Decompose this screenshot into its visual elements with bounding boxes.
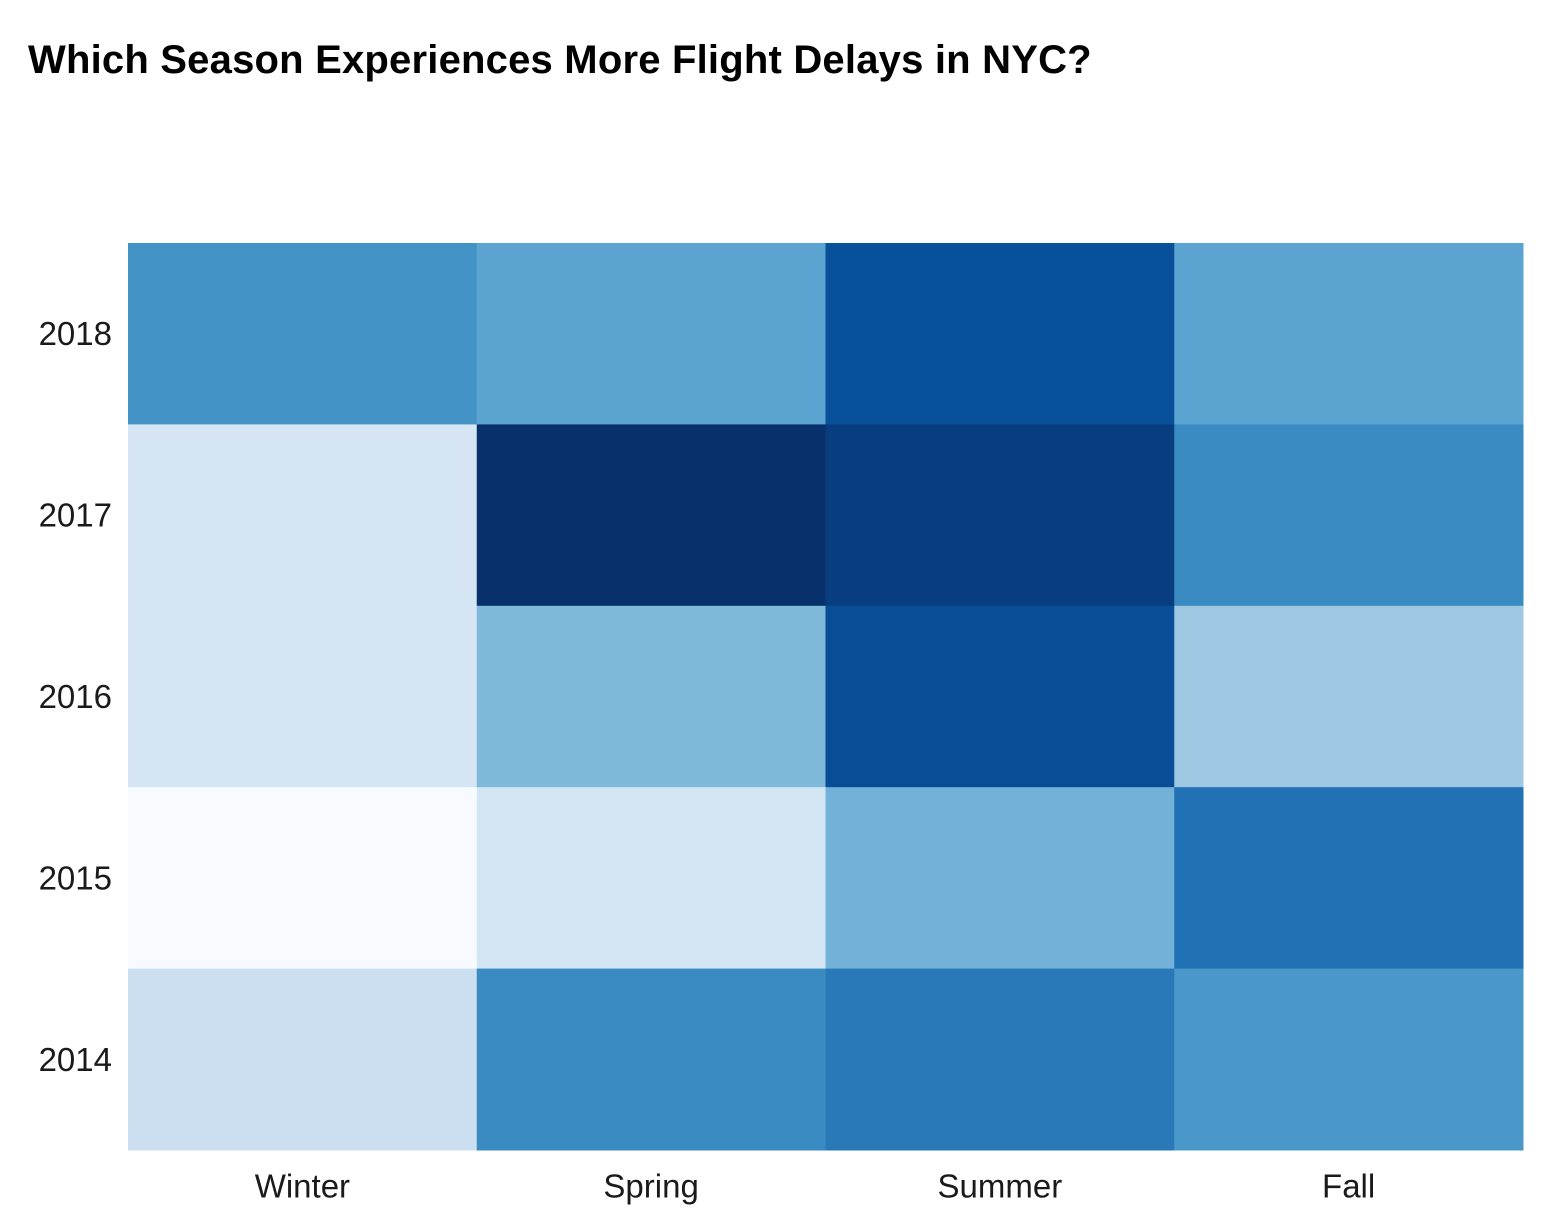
heatmap-cell-2016-summer: [825, 605, 1175, 788]
chart-title: Which Season Experiences More Flight Del…: [28, 38, 1092, 82]
heatmap-cell-2014-summer: [825, 968, 1175, 1151]
heatmap-cell-2017-summer: [825, 424, 1175, 607]
heatmap-cell-2015-fall: [1174, 787, 1524, 970]
heatmap-cell-2015-summer: [825, 787, 1175, 970]
x-tick-label-spring: Spring: [603, 1168, 698, 1205]
heatmap-cell-2018-spring: [476, 243, 826, 425]
heatmap-cell-2017-winter: [128, 424, 478, 607]
heatmap-cell-2014-spring: [476, 968, 826, 1151]
y-tick-label-2018: 2018: [39, 315, 112, 352]
y-tick-label-2016: 2016: [39, 678, 112, 715]
y-tick-label-2017: 2017: [39, 497, 112, 534]
heatmap-cell-2015-winter: [128, 787, 478, 970]
heatmap-cell-2014-fall: [1174, 968, 1524, 1151]
heatmap-cell-2016-winter: [128, 605, 478, 788]
y-axis-tick-labels: 2018 2017 2016 2015 2014: [39, 315, 112, 1078]
heatmap-cell-2016-fall: [1174, 605, 1524, 788]
x-tick-label-summer: Summer: [938, 1168, 1063, 1205]
heatmap-cell-2018-winter: [128, 243, 478, 425]
heatmap-cell-2016-spring: [476, 605, 826, 788]
y-tick-label-2014: 2014: [39, 1041, 112, 1078]
heatmap-cells: [128, 243, 1524, 1151]
heatmap-cell-2017-spring: [476, 424, 826, 607]
heatmap-cell-2018-fall: [1174, 243, 1524, 425]
heatmap-cell-2018-summer: [825, 243, 1175, 425]
x-tick-label-fall: Fall: [1322, 1168, 1375, 1205]
x-axis-tick-labels: Winter Spring Summer Fall: [255, 1168, 1376, 1205]
heatmap-cell-2017-fall: [1174, 424, 1524, 607]
x-tick-label-winter: Winter: [255, 1168, 350, 1205]
heatmap-cell-2015-spring: [476, 787, 826, 970]
heatmap-cell-2014-winter: [128, 968, 478, 1151]
y-tick-label-2015: 2015: [39, 859, 112, 896]
